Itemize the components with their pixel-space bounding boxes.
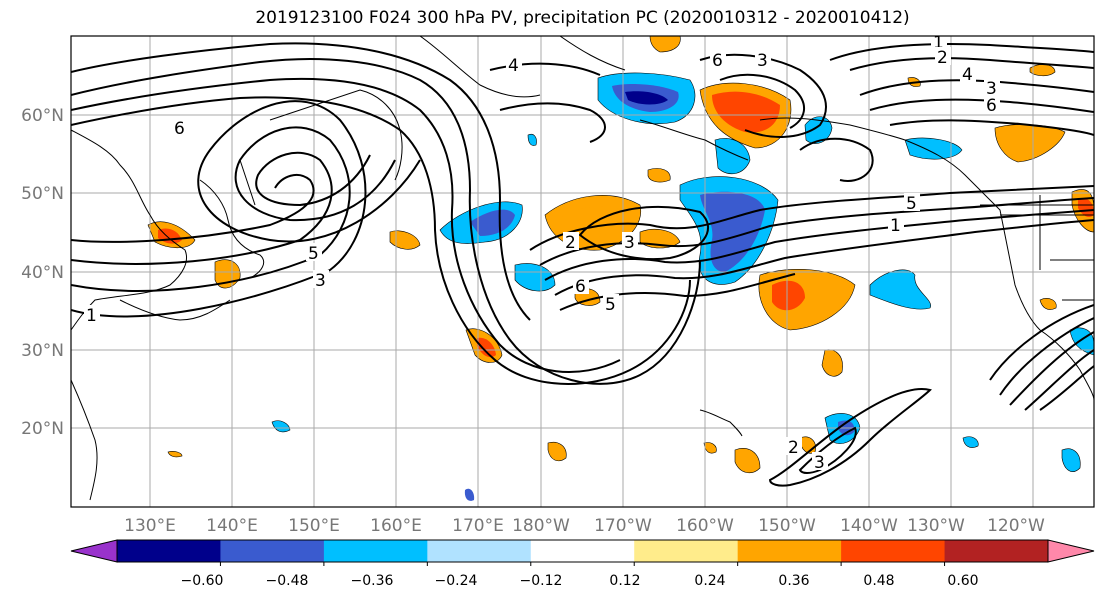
pv-contours [71,42,1094,487]
lon-label: 150°W [758,516,816,536]
colorbar-tick-label: −0.24 [435,573,478,589]
contour-label-box [960,64,976,82]
latitude-labels: 60°N 50°N 40°N 30°N 20°N [21,106,64,439]
contour-label: 1 [890,216,901,236]
contour-label-box [172,118,188,136]
colorbar-segments [117,540,1049,562]
contour-label: 6 [712,51,723,71]
colorbar-segment [944,540,1049,562]
colorbar-frame [116,539,1049,563]
coastlines [71,36,1094,501]
colorbar-segment [634,540,739,562]
colorbar-tick-label: 0.36 [778,573,809,589]
contour-label: 6 [986,96,997,116]
lon-label: 160°E [370,516,422,536]
colorbar: −0.60 −0.48 −0.36 −0.24 −0.12 0.12 0.24 … [70,539,1095,589]
colorbar-tick-label: 0.24 [694,573,725,589]
contour-label: 3 [986,79,997,99]
contour-label-box [755,50,771,68]
contour-label: 2 [788,438,799,458]
contour-label: 6 [575,277,586,297]
lon-label: 170°E [452,516,504,536]
contour-label-box [84,305,100,323]
contour-labels: 1 2 3 4 5 6 1 2 3 4 5 6 3 5 6 5 3 1 2 [84,32,1000,473]
contour-label: 4 [508,56,519,76]
contour-label: 3 [624,233,635,253]
contour-label-box [603,294,619,312]
graticule [71,36,1094,507]
colorbar-tick-label: 0.12 [609,573,640,589]
contour-label: 2 [937,48,948,68]
contour-label: 2 [565,233,576,253]
colorbar-segment [427,540,532,562]
lat-label: 60°N [21,106,64,126]
contour-label: 6 [174,119,185,139]
contour-label-box [573,276,589,294]
lon-label: 140°W [840,516,898,536]
contour-label: 4 [962,65,973,85]
lon-label: 180°W [512,516,570,536]
contour-label-box [935,47,951,65]
colorbar-segment [530,540,635,562]
colorbar-segment [117,540,221,562]
colorbar-segment [220,540,325,562]
colorbar-tick-label: −0.48 [266,573,309,589]
lat-label: 30°N [21,341,64,361]
contour-label-box [622,232,638,250]
contour-label: 3 [757,51,768,71]
lon-label: 130°W [907,516,965,536]
contour-label: 3 [814,453,825,473]
colorbar-tick-label: −0.12 [520,573,563,589]
contour-label: 5 [906,194,917,214]
contour-label: 1 [86,306,97,326]
colorbar-tick-label: 0.60 [947,573,978,589]
lon-label: 120°W [987,516,1045,536]
contour-label-box [563,232,579,250]
contour-label-box [506,55,522,73]
contour-label-box [812,452,828,470]
colorbar-extend-high [1047,539,1095,563]
contour-label: 5 [605,295,616,315]
colorbar-ticks: −0.60 −0.48 −0.36 −0.24 −0.12 0.12 0.24 … [181,562,979,589]
contour-label-box [710,50,726,68]
colorbar-tick-label: 0.48 [863,573,894,589]
contour-label: 3 [315,271,326,291]
contour-label-box [306,243,322,261]
colorbar-tick-label: −0.36 [351,573,394,589]
contour-label-box [984,78,1000,96]
longitude-labels: 130°E 140°E 150°E 160°E 170°E 180°W 170°… [124,516,1045,536]
lon-label: 150°E [288,516,340,536]
contour-label: 5 [308,244,319,264]
lon-label: 140°E [206,516,258,536]
lat-label: 20°N [21,419,64,439]
lon-label: 160°W [676,516,734,536]
colorbar-extend-low [70,539,118,563]
map-title: 2019123100 F024 300 hPa PV, precipitatio… [255,8,910,28]
colorbar-segment [737,540,842,562]
contour-label-box [313,270,329,288]
contour-label-box [888,215,904,233]
lat-label: 40°N [21,263,64,283]
plot-frame [70,35,1095,508]
lon-label: 170°W [594,516,652,536]
contour-label: 1 [933,33,944,53]
colorbar-segment [323,540,428,562]
contour-label-box [786,437,802,455]
lat-label: 50°N [21,184,64,204]
precipitation-shading [147,36,1094,501]
contour-label-box [904,193,920,211]
colorbar-tick-label: −0.60 [181,573,224,589]
contour-label-box [984,95,1000,113]
colorbar-segment [841,540,946,562]
lon-label: 130°E [124,516,176,536]
